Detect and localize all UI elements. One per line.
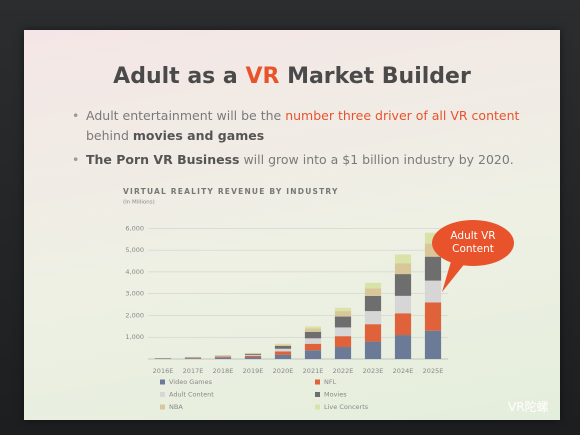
watermark: VR陀螺 [508,400,549,414]
legend-swatch [315,379,320,385]
chart-subtitle: (In Millions) [123,200,155,206]
bar-segment [244,353,262,354]
bar-segment [214,356,232,358]
chart-title: VIRTUAL REALITY REVENUE BY INDUSTRY [123,187,339,196]
x-tick-label: 2023E [363,367,384,375]
bar-segment [214,357,232,359]
bar-segment [304,350,322,359]
x-tick-label: 2019E [243,367,264,375]
bullet-text: Adult entertainment will be the [86,108,286,123]
bar-segment [334,316,352,328]
x-tick-label: 2021E [303,367,324,375]
bullet-text: The Porn VR Business [86,152,240,167]
bar-segment [304,343,322,351]
bar-segment [184,358,202,359]
bar-segment [274,345,292,349]
y-tick-label: 3,000 [125,290,144,298]
bar-segment [424,256,442,281]
bar-segment [274,344,292,346]
bar-segment [424,280,442,303]
bar-segment [244,355,262,358]
legend-swatch [160,379,165,385]
bar-segment [334,307,352,312]
bullet-text: movies and games [132,128,265,143]
bar-segment [304,331,322,339]
bar-segment [274,348,292,352]
bar-segment [364,324,382,342]
bar-segment [364,288,382,296]
x-tick-label: 2016E [153,367,174,375]
bar-segment [334,347,352,359]
title-part: Adult as a [113,64,246,89]
bar-segment [364,295,382,312]
bullet-text: behind [86,128,133,143]
y-tick-label: 1,000 [125,333,144,341]
bar-segment [364,341,382,359]
legend-label: NFL [324,378,337,386]
bar-segment [334,327,352,337]
bar-segment [424,302,442,331]
bar-segment [394,313,412,336]
bar-segment [394,254,412,264]
bullet: The Porn VR Business will grow into a $1… [72,150,526,170]
bar-segment [394,295,412,314]
y-tick-label: 6,000 [125,224,144,232]
bar-segment [364,311,382,325]
legend-label: Adult Content [169,391,214,399]
x-tick-label: 2018E [213,367,234,375]
legend-label: NBA [169,403,183,411]
bar-segment [214,355,232,357]
bar-segment [304,338,322,344]
bar-segment [214,356,232,357]
bar-segment [394,263,412,275]
callout: Adult VR Content [432,220,514,266]
legend-label: Live Concerts [324,403,369,411]
legend-swatch [315,392,320,397]
x-tick-label: 2024E [393,367,414,375]
legend-swatch [315,404,320,410]
legend-label: Movies [324,391,347,399]
bar-segment [394,274,412,296]
bar-segment [334,336,352,348]
bullet-text: number three driver of all VR content [285,108,520,123]
bar-segment [334,311,352,317]
bar-segment [244,357,262,359]
bar-segment [274,351,292,355]
bar-segment [244,353,262,355]
bullet-text: will grow into a $1 billion industry by … [239,152,514,167]
bar-segment [274,343,292,345]
bar-segment [394,335,412,359]
slide-title: Adult as a VR Market Builder [24,64,560,89]
bar-segment [304,326,322,329]
legend-swatch [160,392,165,397]
x-tick-label: 2022E [333,367,354,375]
bar-segment [424,330,442,359]
legend-label: Video Games [169,378,213,386]
title-part: VR [245,64,280,89]
x-tick-label: 2025E [423,367,444,375]
y-tick-label: 4,000 [125,268,144,276]
bar-segment [364,282,382,289]
bar-segment [274,354,292,359]
y-tick-label: 2,000 [125,311,144,319]
x-tick-label: 2020E [273,367,294,375]
legend-swatch [160,404,165,410]
bullet: Adult entertainment will be the number t… [72,106,526,146]
title-part: Market Builder [279,64,471,89]
bar-segment [244,354,262,356]
bar-segment [304,328,322,332]
y-tick-label: 5,000 [125,246,144,254]
x-tick-label: 2017E [183,367,204,375]
callout-tail [442,258,466,292]
